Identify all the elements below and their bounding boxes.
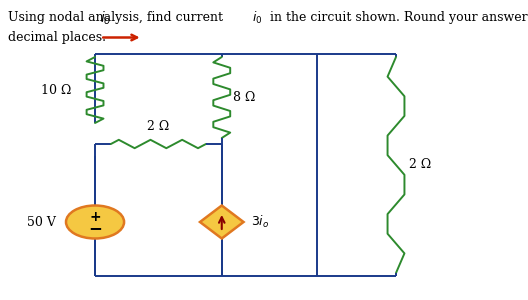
Text: $3i_o$: $3i_o$	[251, 214, 270, 230]
Text: 2 Ω: 2 Ω	[147, 121, 169, 134]
Text: $i_0$: $i_0$	[252, 10, 263, 26]
Text: decimal places.: decimal places.	[8, 32, 106, 44]
Text: −: −	[88, 219, 102, 237]
Text: in the circuit shown. Round your answer to two: in the circuit shown. Round your answer …	[266, 11, 528, 23]
Text: 2 Ω: 2 Ω	[409, 158, 431, 172]
Polygon shape	[200, 206, 243, 239]
Text: $i_o$: $i_o$	[100, 10, 112, 27]
Text: +: +	[89, 210, 101, 224]
Text: 10 Ω: 10 Ω	[41, 83, 71, 97]
Text: 8 Ω: 8 Ω	[233, 91, 256, 104]
Text: Using nodal analysis, find current: Using nodal analysis, find current	[8, 11, 227, 23]
Circle shape	[66, 206, 124, 239]
Text: 50 V: 50 V	[26, 215, 55, 229]
